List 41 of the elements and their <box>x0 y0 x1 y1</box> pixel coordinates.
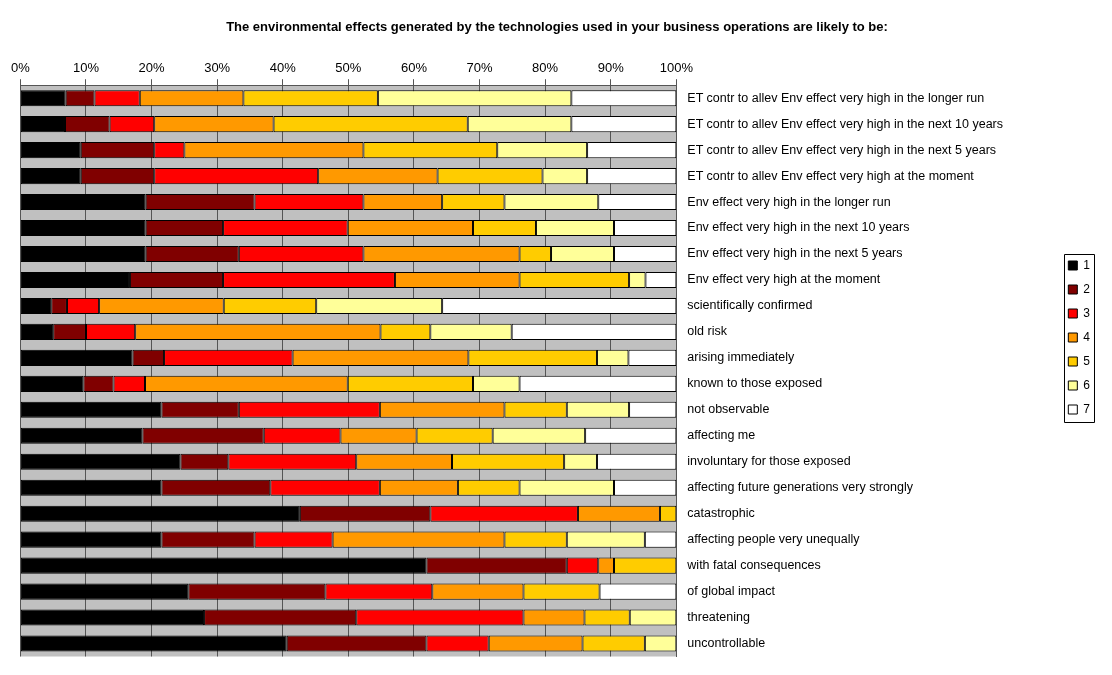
y-tick-label: not observable <box>687 402 770 417</box>
legend-label: 2 <box>1083 281 1091 296</box>
y-tick-label: Env effect very high at the moment <box>687 272 881 287</box>
x-tick-label: 40% <box>269 59 297 75</box>
y-tick-label: uncontrollable <box>687 635 766 650</box>
y-tick-label: ET contr to allev Env effect very high in the longer run <box>687 90 985 105</box>
legend-label: 1 <box>1083 257 1091 272</box>
y-tick-label: Env effect very high in the next 10 years <box>687 220 910 235</box>
y-tick-label: affecting me <box>687 428 756 443</box>
legend-label: 3 <box>1083 305 1091 320</box>
x-tick-label: 100% <box>659 59 694 75</box>
y-tick-label: old risk <box>687 324 728 339</box>
legend-label: 7 <box>1083 401 1091 416</box>
y-tick-label: arising immediately <box>687 350 796 365</box>
y-tick-label: affecting future generations very strongly <box>687 480 914 495</box>
y-tick-label: of global impact <box>687 584 776 599</box>
x-tick-label: 0% <box>11 59 31 75</box>
y-tick-label: ET contr to allev Env effect very high in the next 5 years <box>687 142 997 157</box>
x-tick-label: 80% <box>532 59 559 75</box>
y-tick-label: with fatal consequences <box>686 558 821 573</box>
legend-label: 5 <box>1083 353 1091 368</box>
y-tick-label: threatening <box>687 610 750 624</box>
x-tick-label: 60% <box>400 59 428 75</box>
legend-label: 6 <box>1083 377 1091 392</box>
y-tick-label: involuntary for those exposed <box>687 454 851 469</box>
y-tick-label: affecting people very unequally <box>687 532 861 547</box>
y-tick-label: scientifically confirmed <box>687 298 813 313</box>
x-tick-label: 90% <box>597 59 625 75</box>
x-tick-label: 20% <box>138 59 166 75</box>
x-tick-label: 70% <box>466 59 493 75</box>
y-tick-label: Env effect very high in the longer run <box>687 194 891 209</box>
y-tick-label: Env effect very high in the next 5 years <box>687 246 903 261</box>
legend-label: 4 <box>1083 329 1091 344</box>
x-tick-label: 50% <box>335 59 362 75</box>
y-tick-label: ET contr to allev Env effect very high at the moment <box>687 168 975 183</box>
y-tick-label: ET contr to allev Env effect very high in the next 10 years <box>687 116 1004 131</box>
chart-title: The environmental effects generated by the technologies used in your business operations are likely to be: <box>226 19 888 35</box>
y-tick-label: known to those exposed <box>687 376 823 391</box>
x-tick-label: 10% <box>72 59 100 75</box>
x-tick-label: 30% <box>204 59 231 75</box>
y-tick-label: catastrophic <box>687 506 755 521</box>
